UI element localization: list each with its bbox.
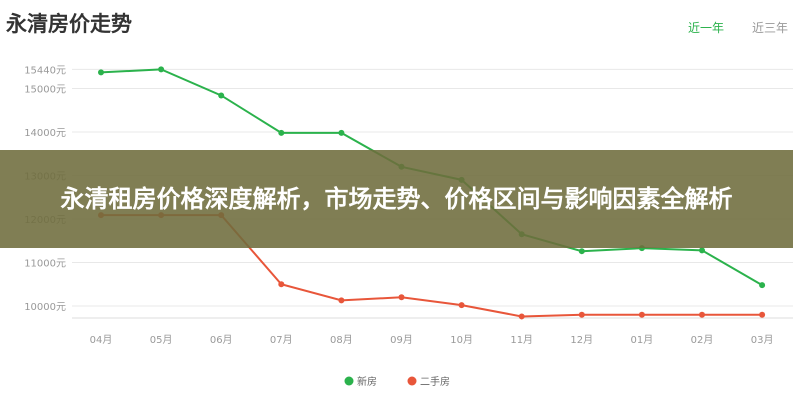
- y-tick-label: 11000元: [24, 259, 66, 270]
- data-point: [338, 129, 345, 136]
- tab-one-year[interactable]: 近一年: [688, 21, 725, 35]
- x-tick-label: 06月: [210, 334, 233, 346]
- legend-marker: [407, 376, 417, 386]
- x-tick-label: 03月: [751, 334, 774, 346]
- y-tick-label: 10000元: [24, 302, 66, 313]
- data-point: [578, 311, 585, 318]
- data-point: [518, 313, 525, 320]
- data-point: [759, 311, 766, 318]
- x-tick-label: 01月: [631, 334, 654, 346]
- x-tick-label: 10月: [450, 334, 473, 346]
- data-point: [278, 129, 285, 136]
- data-point: [218, 92, 225, 99]
- x-tick-label: 08月: [330, 334, 353, 346]
- tab-three-years[interactable]: 近三年: [752, 21, 789, 35]
- y-tick-label: 15000元: [24, 85, 66, 96]
- x-tick-label: 09月: [390, 334, 413, 346]
- x-tick-label: 05月: [150, 334, 173, 346]
- x-tick-label: 04月: [90, 334, 113, 346]
- data-point: [158, 66, 165, 73]
- overlay-banner: 永清租房价格深度解析，市场走势、价格区间与影响因素全解析: [0, 150, 793, 248]
- legend-label: 二手房: [420, 375, 450, 388]
- y-tick-label: 14000元: [24, 128, 66, 139]
- x-tick-label: 07月: [270, 334, 293, 346]
- data-point: [578, 248, 585, 255]
- x-tick-label: 02月: [691, 334, 714, 346]
- data-point: [759, 282, 766, 289]
- legend-label: 新房: [357, 375, 377, 388]
- data-point: [98, 69, 104, 76]
- data-point: [278, 281, 285, 288]
- data-point: [338, 297, 345, 304]
- data-point: [458, 302, 465, 309]
- x-tick-label: 11月: [510, 334, 533, 346]
- x-tick-label: 12月: [570, 334, 593, 346]
- y-tick-label: 15440元: [24, 65, 66, 76]
- data-point: [638, 311, 645, 318]
- page-title: 永清房价走势: [6, 12, 132, 36]
- banner-text: 永清租房价格深度解析，市场走势、价格区间与影响因素全解析: [60, 185, 733, 213]
- data-point: [699, 311, 705, 318]
- data-point: [398, 294, 405, 301]
- data-point: [699, 247, 705, 254]
- legend-marker: [344, 376, 354, 386]
